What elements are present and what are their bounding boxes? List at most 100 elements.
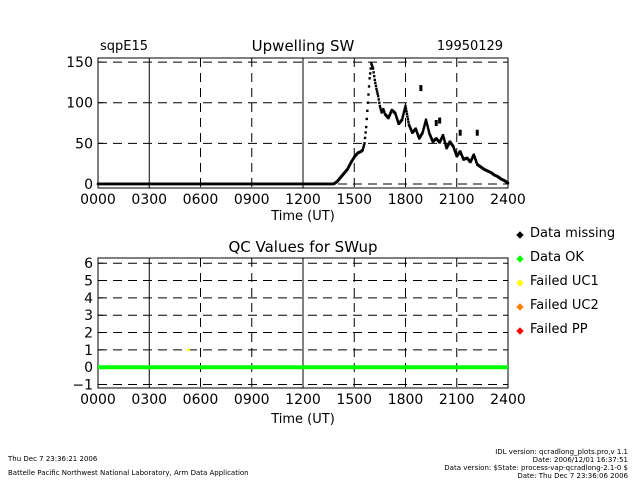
data-point xyxy=(421,131,424,134)
data-point xyxy=(375,90,379,93)
data-point xyxy=(374,84,378,88)
data-point xyxy=(367,93,370,96)
data-point xyxy=(454,150,457,154)
data-point xyxy=(474,157,477,161)
x-tick-label: 2100 xyxy=(439,392,475,408)
x-tick-label: 1500 xyxy=(336,392,372,408)
legend-label: Failed UC2 xyxy=(530,298,599,313)
data-point xyxy=(452,146,456,150)
data-point xyxy=(405,112,409,116)
data-point xyxy=(367,85,371,88)
x-tick-label: 2400 xyxy=(490,192,526,208)
legend-marker xyxy=(516,279,524,287)
legend: Data missing Data OK Failed UC1 Failed UC2 F… xyxy=(516,226,615,337)
data-point xyxy=(453,149,456,152)
data-point xyxy=(372,71,375,74)
data-point xyxy=(383,111,386,114)
bottom-x-axis-label: Time (UT) xyxy=(270,412,335,427)
legend-label: Failed PP xyxy=(530,322,588,337)
data-point xyxy=(415,128,418,132)
legend-marker xyxy=(516,327,524,335)
top-chart-title: Upwelling SW xyxy=(252,37,355,55)
data-point xyxy=(368,72,372,75)
legend-item: Data missing xyxy=(516,226,615,241)
outlier-point xyxy=(458,129,462,136)
site-label: sqpE15 xyxy=(100,39,148,54)
data-point xyxy=(376,92,379,95)
data-point xyxy=(426,126,430,129)
data-point xyxy=(414,127,417,130)
data-point xyxy=(368,77,371,80)
data-point xyxy=(452,145,455,148)
data-point xyxy=(424,118,428,121)
y-tick-label: 150 xyxy=(66,55,93,71)
data-point xyxy=(362,144,366,147)
data-point xyxy=(395,115,398,118)
x-tick-label: 1800 xyxy=(388,392,424,408)
date-label: 19950129 xyxy=(437,39,503,54)
data-point xyxy=(370,64,374,67)
failed-uc1-point xyxy=(187,348,191,352)
legend-label: Failed UC1 xyxy=(530,274,599,289)
x-tick-label: 2400 xyxy=(490,392,526,408)
data-point xyxy=(371,67,375,70)
data-point xyxy=(373,78,376,82)
data-point xyxy=(406,118,410,121)
data-point xyxy=(473,156,477,159)
data-point xyxy=(444,143,447,146)
legend-label: Data missing xyxy=(530,226,615,241)
x-tick-label: 0600 xyxy=(183,192,219,208)
y-tick-label: 3 xyxy=(84,308,93,324)
data-point xyxy=(362,146,365,149)
data-point xyxy=(475,161,478,165)
footer-data-version: Data version: $State: process-vap-qcradl… xyxy=(444,464,628,472)
x-tick-label: 0300 xyxy=(131,392,167,408)
bottom-plot-area: 0000 0300 0600 0900 1200 1500 1800 2100 2400 −1 01… xyxy=(72,256,525,408)
x-tick-label: 1500 xyxy=(336,192,372,208)
data-point xyxy=(382,107,385,111)
data-point xyxy=(441,133,445,137)
data-point xyxy=(374,81,377,85)
data-point xyxy=(443,141,447,144)
y-tick-label: 100 xyxy=(66,96,93,112)
data-point xyxy=(405,110,408,113)
data-point xyxy=(426,124,429,127)
x-tick-label: 1200 xyxy=(285,392,321,408)
data-point xyxy=(416,131,419,135)
outlier-point xyxy=(434,120,438,126)
data-point xyxy=(370,62,373,65)
data-point xyxy=(394,113,397,116)
footer-org: Battelle Pacific Northwest National Labo… xyxy=(8,469,249,477)
data-point xyxy=(421,129,425,133)
data-point xyxy=(400,118,404,121)
data-point xyxy=(422,125,426,129)
y-tick-label: −1 xyxy=(72,378,93,394)
outlier-point xyxy=(438,117,442,124)
data-point xyxy=(404,107,408,110)
data-point xyxy=(423,122,427,125)
footer-idl-version: IDL version: qcradlong_plots.pro,v 1.1 xyxy=(495,448,628,456)
data-point xyxy=(382,109,386,113)
data-point xyxy=(402,110,406,114)
legend-item: Failed PP xyxy=(516,322,588,337)
data-point xyxy=(364,131,367,134)
data-point xyxy=(425,120,428,123)
data-point xyxy=(402,112,405,116)
data-point xyxy=(379,106,382,110)
x-tick-label: 0600 xyxy=(183,392,219,408)
data-point xyxy=(365,125,368,129)
y-tick-label: 2 xyxy=(84,326,93,342)
data-point xyxy=(401,116,404,119)
outlier-point xyxy=(475,129,479,136)
x-tick-label: 1200 xyxy=(285,192,321,208)
data-point xyxy=(366,101,370,104)
footer-date2: Date: Thu Dec 7 23:36:06 2006 xyxy=(517,472,628,480)
data-point xyxy=(395,116,398,119)
legend-label: Data OK xyxy=(530,250,584,265)
data-point xyxy=(378,101,381,104)
data-point xyxy=(407,120,410,124)
y-tick-label: 5 xyxy=(84,274,93,290)
y-tick-label: 50 xyxy=(75,136,93,152)
data-point xyxy=(363,136,367,140)
bottom-chart-title: QC Values for SWup xyxy=(228,238,377,256)
